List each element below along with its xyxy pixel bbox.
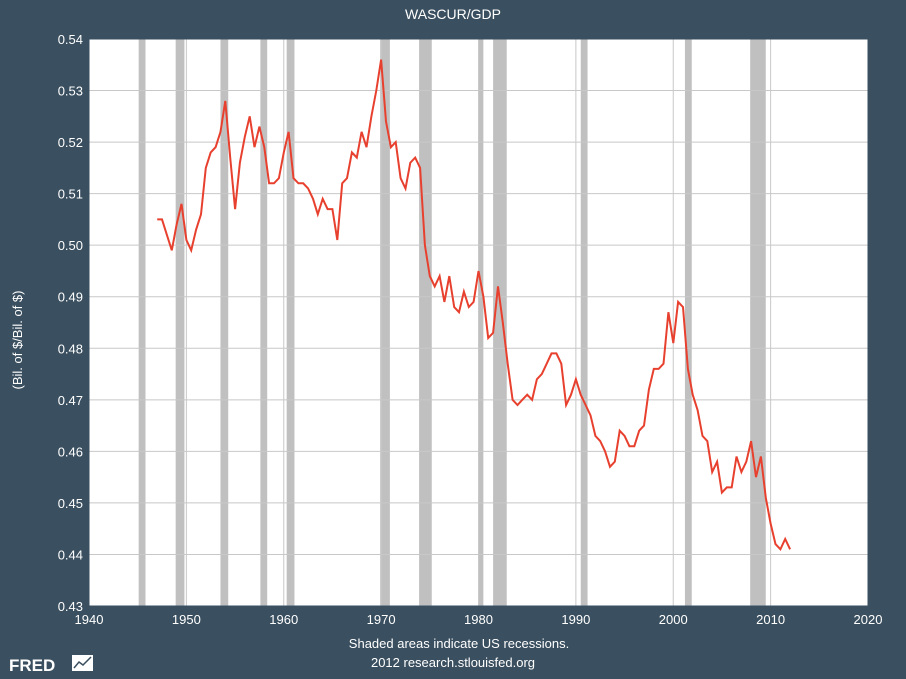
gridlines <box>89 39 868 606</box>
recession-note: Shaded areas indicate US recessions. <box>349 636 569 651</box>
recession-band-3 <box>260 39 268 606</box>
recession-band-2 <box>220 39 229 606</box>
recession-band-10 <box>684 39 692 606</box>
recession-band-6 <box>419 39 432 606</box>
plot-border <box>88 38 869 607</box>
y-tick-label-9: 0.52 <box>58 135 83 150</box>
y-tick-label-8: 0.51 <box>58 187 83 202</box>
x-tick-label-2: 1960 <box>269 612 298 627</box>
y-axis-label: (Bil. of $/Bil. of $) <box>10 291 25 390</box>
x-tick-label-5: 1990 <box>561 612 590 627</box>
y-tick-label-5: 0.48 <box>58 341 83 356</box>
tick-labels: 0.43 0.44 0.45 0.46 0.47 0.48 0.49 0.50 0.51 0.52… <box>58 32 883 627</box>
recession-bands <box>138 39 766 606</box>
y-tick-label-0: 0.43 <box>58 599 83 614</box>
y-tick-label-3: 0.46 <box>58 444 83 459</box>
chart-title: WASCUR/GDP <box>405 6 501 22</box>
recession-band-9 <box>580 39 588 606</box>
fred-logo-icon <box>72 655 93 671</box>
fred-logo-text: FRED <box>9 656 55 675</box>
fred-logo: FRED <box>9 655 93 675</box>
x-tick-label-4: 1980 <box>464 612 493 627</box>
fred-logo-icon-line <box>73 656 92 669</box>
recession-band-0 <box>138 39 146 606</box>
y-tick-label-1: 0.44 <box>58 547 83 562</box>
recession-band-11 <box>750 39 766 606</box>
x-tick-label-1: 1950 <box>172 612 201 627</box>
source-note: 2012 research.stlouisfed.org <box>371 655 535 670</box>
y-tick-label-10: 0.53 <box>58 84 83 99</box>
y-tick-label-7: 0.50 <box>58 238 83 253</box>
recession-band-1 <box>175 39 185 606</box>
x-tick-label-0: 1940 <box>75 612 104 627</box>
x-tick-label-7: 2010 <box>756 612 785 627</box>
x-tick-label-6: 2000 <box>659 612 688 627</box>
y-tick-label-11: 0.54 <box>58 32 83 47</box>
series-line <box>157 59 792 552</box>
x-tick-label-3: 1970 <box>367 612 396 627</box>
y-tick-label-4: 0.47 <box>58 393 83 408</box>
y-tick-label-2: 0.45 <box>58 496 83 511</box>
recession-band-4 <box>286 39 295 606</box>
recession-band-8 <box>493 39 507 606</box>
x-tick-label-8: 2020 <box>854 612 883 627</box>
y-tick-label-6: 0.49 <box>58 290 83 305</box>
recession-band-7 <box>478 39 484 606</box>
recession-band-5 <box>380 39 390 606</box>
